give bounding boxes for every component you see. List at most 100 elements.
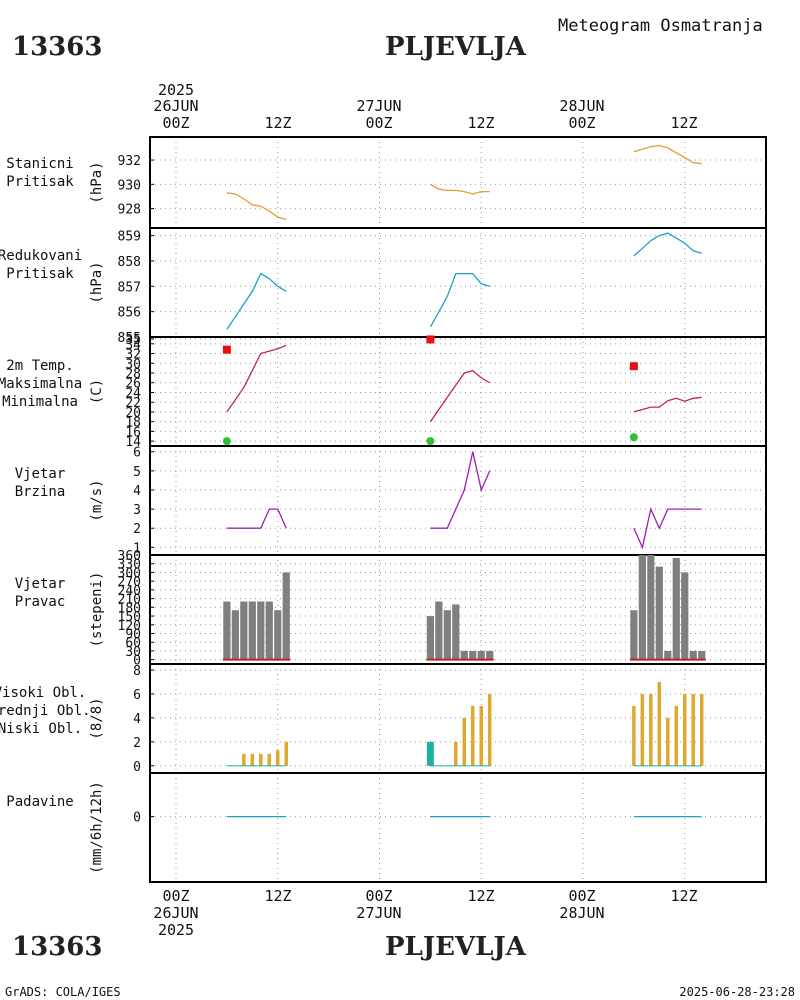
cloud-bar bbox=[691, 693, 695, 766]
footer-credit: GrADS: COLA/IGES bbox=[5, 985, 121, 999]
y-tick-label: 14 bbox=[125, 435, 141, 450]
series-line bbox=[226, 344, 287, 413]
panels: 928930932(hPa)StanicniPritisak8558568578… bbox=[0, 136, 767, 883]
footer-timestamp: 2025-06-28-23:28 bbox=[679, 985, 795, 999]
y-tick-label: 928 bbox=[118, 203, 141, 218]
y-tick-label: 20 bbox=[125, 406, 141, 421]
y-tick-label: 24 bbox=[125, 386, 141, 401]
wind-direction-bar bbox=[672, 557, 680, 660]
wind-direction-bar bbox=[698, 650, 706, 660]
cloud-bar bbox=[699, 693, 704, 766]
cloud-bar bbox=[632, 705, 636, 766]
top-hour-label: 12Z bbox=[670, 114, 697, 132]
wind-direction-bar bbox=[452, 604, 460, 660]
series-line bbox=[429, 272, 490, 328]
cloud-bar bbox=[487, 693, 492, 766]
cloud-bar bbox=[479, 705, 483, 766]
bottom-year-label: 2025 bbox=[158, 921, 194, 939]
y-axis-unit-label: (mm/6h/12h) bbox=[89, 781, 105, 874]
y-tick-label: 35 bbox=[125, 333, 141, 348]
top-time-axis: 2025 26JUN 00Z 12Z 27JUN 00Z 12Z 28JUN 0… bbox=[153, 81, 697, 132]
y-tick-label: 300 bbox=[118, 566, 141, 581]
panel-frame bbox=[149, 336, 767, 447]
parameter-label: Minimalna bbox=[2, 394, 78, 410]
y-tick-label: 28 bbox=[125, 367, 141, 382]
wind-direction-bar bbox=[435, 601, 443, 660]
cloud-bar bbox=[242, 753, 246, 766]
parameter-label: Pravac bbox=[15, 594, 66, 610]
top-hour-label: 12Z bbox=[467, 114, 494, 132]
cloud-bar bbox=[471, 705, 475, 766]
wind-direction-bar bbox=[681, 572, 689, 660]
y-tick-label: 30 bbox=[125, 645, 141, 660]
wind-direction-bar bbox=[248, 601, 256, 660]
cloud-bar bbox=[674, 705, 679, 766]
cloud-bar bbox=[454, 741, 458, 766]
series-line bbox=[226, 192, 287, 221]
panel-frame bbox=[149, 772, 767, 883]
y-tick-label: 30 bbox=[125, 357, 141, 372]
wind-direction-bar bbox=[223, 601, 231, 660]
y-tick-label: 858 bbox=[118, 255, 141, 270]
wind-direction-bar bbox=[443, 610, 451, 660]
parameter-label: Vjetar bbox=[15, 466, 66, 482]
cloud-bar bbox=[683, 693, 687, 766]
y-tick-label: 856 bbox=[118, 306, 141, 321]
y-tick-label: 16 bbox=[125, 425, 141, 440]
parameter-label: Pritisak bbox=[6, 266, 74, 282]
wind-direction-bar bbox=[469, 650, 477, 660]
y-tick-label: 930 bbox=[118, 178, 141, 193]
y-tick-label: 60 bbox=[125, 636, 141, 651]
y-tick-label: 0 bbox=[133, 760, 141, 775]
y-tick-label: 1 bbox=[133, 541, 141, 556]
y-tick-label: 270 bbox=[118, 575, 141, 590]
panel-frame bbox=[149, 227, 767, 338]
y-tick-label: 150 bbox=[118, 610, 141, 625]
parameter-label: Brzina bbox=[15, 484, 66, 500]
bottom-date-label: 27JUN bbox=[356, 904, 401, 922]
y-axis-unit-label: (C) bbox=[89, 379, 105, 404]
bottom-hour-label: 00Z bbox=[568, 887, 595, 905]
cloud-bar bbox=[267, 753, 272, 766]
y-tick-label: 2 bbox=[133, 736, 141, 751]
y-tick-label: 26 bbox=[125, 377, 141, 392]
y-tick-label: 34 bbox=[125, 338, 141, 353]
wind-direction-bar bbox=[689, 650, 697, 660]
series-line bbox=[430, 183, 490, 195]
tmin-marker bbox=[222, 437, 231, 446]
y-tick-label: 859 bbox=[118, 230, 141, 245]
wind-speed-panel: 1 2 3 4 5 6 (m/s) Vjetar Brzina bbox=[15, 445, 767, 556]
y-tick-label: 330 bbox=[118, 558, 141, 573]
parameter-label: Niski Obl. bbox=[0, 721, 82, 737]
tmax-marker bbox=[222, 345, 231, 354]
product-title: Meteogram Osmatranja bbox=[558, 16, 763, 36]
cloud-bar bbox=[284, 741, 288, 766]
cloud-bar bbox=[250, 753, 255, 766]
tmin-marker bbox=[629, 433, 638, 442]
station-name-top: PLJEVLJA bbox=[385, 32, 527, 62]
cloud-bar bbox=[649, 693, 653, 766]
wind-direction-bar bbox=[664, 650, 672, 660]
y-tick-label: 2 bbox=[133, 522, 141, 537]
parameter-label: 2m Temp. bbox=[6, 358, 73, 374]
parameter-label: Maksimalna bbox=[0, 376, 82, 392]
tmax-marker bbox=[426, 335, 435, 344]
top-hour-label: 00Z bbox=[365, 114, 392, 132]
y-tick-label: 90 bbox=[125, 627, 141, 642]
wind-direction-bar bbox=[477, 650, 485, 660]
bottom-hour-label: 12Z bbox=[264, 887, 291, 905]
y-tick-label: 3 bbox=[133, 503, 141, 518]
y-axis-unit-label: (stepeni) bbox=[89, 572, 105, 648]
tmin-marker bbox=[426, 437, 435, 446]
series-line bbox=[429, 369, 491, 423]
reduced-pressure-panel: 855 856 857 858 859 (hPa) Redukovani Pritisak bbox=[0, 227, 767, 346]
top-date-label: 28JUN bbox=[559, 97, 604, 115]
y-tick-label: 6 bbox=[133, 688, 141, 703]
panel-frame bbox=[149, 445, 767, 556]
y-axis-unit-label: (hPa) bbox=[89, 161, 105, 203]
wind-direction-bar bbox=[231, 610, 239, 660]
y-tick-label: 0 bbox=[133, 811, 141, 826]
